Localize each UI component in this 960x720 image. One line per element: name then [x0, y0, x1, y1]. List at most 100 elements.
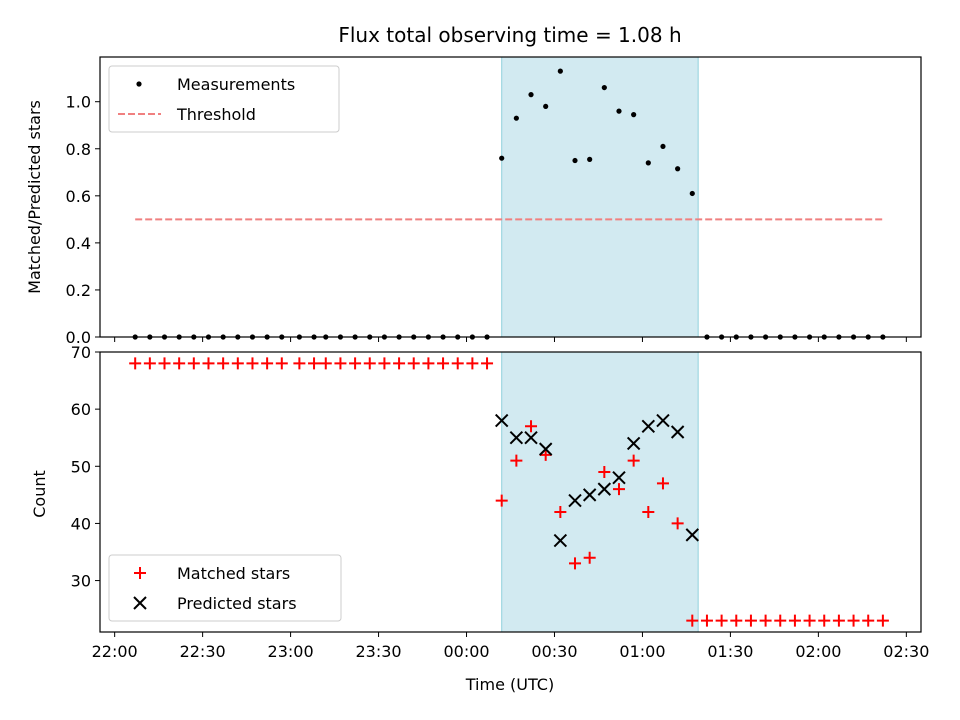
- measurement-point: [616, 108, 622, 114]
- bottom-panel: 30 40 50 60 70 22:00 22:30 23:00 23:30 00:00 00:3…: [30, 343, 929, 694]
- measurement-point: [645, 160, 651, 166]
- measurement-point: [660, 143, 666, 150]
- matched-star-point: [876, 614, 889, 627]
- predicted-star-point: [582, 488, 597, 502]
- matched-star-point: [437, 357, 450, 370]
- measurement-point: [572, 157, 578, 164]
- top-y-ticks: 0.0 0.2 0.4 0.6 0.8 1.0: [66, 93, 100, 347]
- matched-star-point: [671, 517, 684, 530]
- measurement-point: [557, 68, 563, 74]
- y-tick-label: 0.8: [66, 140, 91, 159]
- matched-star-point: [293, 357, 306, 370]
- predicted-star-point: [494, 413, 509, 428]
- legend-measurements-label: Measurements: [177, 75, 295, 94]
- predicted-star-point: [656, 413, 670, 428]
- matched-star-point: [349, 357, 362, 370]
- matched-star-point: [129, 357, 142, 370]
- matched-star-point: [466, 357, 479, 370]
- shaded-interval: [501, 56, 699, 338]
- x-tick-label: 23:30: [355, 642, 401, 661]
- matched-star-point: [481, 357, 494, 370]
- matched-star-point: [275, 357, 288, 370]
- x-tick-label: 02:00: [795, 642, 841, 661]
- y-tick-label: 0.2: [66, 281, 91, 300]
- predicted-star-point: [524, 431, 538, 445]
- legend-predicted-label: Predicted stars: [177, 594, 297, 613]
- matched-star-point: [642, 506, 655, 518]
- bottom-legend-box: [108, 554, 342, 622]
- legend-measurements-marker: [136, 81, 142, 87]
- bottom-x-ticks: 22:00 22:30 23:00 23:30 00:00 00:30 01:00 01:30…: [92, 632, 929, 661]
- top-panel: 0.0 0.2 0.4 0.6 0.8 1.0 Matched/Predicted sta…: [25, 56, 922, 347]
- measurement-point: [543, 103, 549, 110]
- y-tick-label: 50: [71, 457, 91, 476]
- y-tick-label: 30: [71, 572, 91, 591]
- matched-star-point: [832, 614, 845, 627]
- y-tick-label: 60: [71, 400, 91, 419]
- measurement-point: [513, 115, 519, 121]
- y-tick-label: 40: [71, 514, 91, 533]
- predicted-star-point: [612, 471, 626, 485]
- bottom-axes-frame: [99, 351, 922, 633]
- matched-star-point: [217, 357, 230, 370]
- matched-star-point: [803, 614, 816, 627]
- top-shaded-interval: [501, 56, 699, 338]
- x-tick-label: 02:30: [883, 642, 929, 661]
- matched-star-point: [187, 357, 200, 370]
- top-y-axis-label: Matched/Predicted stars: [25, 100, 44, 294]
- x-tick-label: 00:00: [443, 642, 489, 661]
- x-tick-label: 23:00: [268, 642, 314, 661]
- bottom-y-ticks: 30 40 50 60 70: [71, 343, 100, 591]
- predicted-star-point: [626, 436, 641, 451]
- y-tick-label: 0.4: [66, 234, 91, 253]
- measurement-point: [528, 92, 534, 98]
- legend-threshold-label: Threshold: [176, 105, 256, 124]
- matched-star-point: [847, 614, 860, 627]
- matched-star-point: [231, 357, 244, 370]
- predicted-star-point: [670, 425, 685, 439]
- measurement-point: [601, 84, 607, 91]
- matched-star-point: [261, 357, 274, 370]
- matched-star-point: [158, 357, 171, 370]
- matched-star-point: [422, 357, 435, 370]
- matched-star-point: [774, 614, 787, 627]
- matched-star-point: [700, 614, 713, 627]
- x-tick-label: 22:30: [180, 642, 226, 661]
- matched-star-point: [554, 506, 567, 518]
- x-tick-label: 22:00: [92, 642, 138, 661]
- matched-star-point: [788, 614, 801, 627]
- y-tick-label: 70: [71, 343, 91, 362]
- matched-star-point: [715, 614, 728, 627]
- matched-star-point: [583, 551, 596, 564]
- matched-star-point: [407, 357, 420, 370]
- matched-star-point: [202, 357, 215, 370]
- x-tick-label: 01:30: [707, 642, 753, 661]
- x-tick-label: 01:00: [619, 642, 665, 661]
- measurement-point: [499, 155, 505, 161]
- legend-predicted-marker: [133, 596, 147, 610]
- top-legend: Measurements Threshold: [108, 65, 340, 133]
- legend-matched-marker: [134, 567, 146, 579]
- matched-star-point: [759, 614, 772, 627]
- measurement-point: [631, 112, 637, 118]
- chart-title: Flux total observing time = 1.08 h: [338, 23, 681, 47]
- matched-star-point: [308, 357, 321, 370]
- matched-star-point: [393, 357, 406, 370]
- matched-star-point: [730, 614, 743, 627]
- shaded-interval: [501, 351, 699, 633]
- top-legend-box: [108, 65, 340, 133]
- matched-star-point: [569, 557, 582, 570]
- matched-star-point: [862, 614, 875, 627]
- matched-star-point: [598, 466, 611, 478]
- matched-star-point: [525, 420, 538, 433]
- predicted-star-point: [538, 442, 553, 456]
- matched-star-point: [319, 357, 332, 370]
- matched-star-point: [818, 614, 831, 627]
- bottom-plot-area: [129, 357, 889, 627]
- matched-star-point: [143, 357, 156, 370]
- matched-star-point: [451, 357, 464, 370]
- matched-star-point: [495, 494, 508, 507]
- predicted-star-point: [509, 431, 524, 445]
- measurement-point: [689, 190, 695, 197]
- predicted-star-point: [553, 533, 568, 548]
